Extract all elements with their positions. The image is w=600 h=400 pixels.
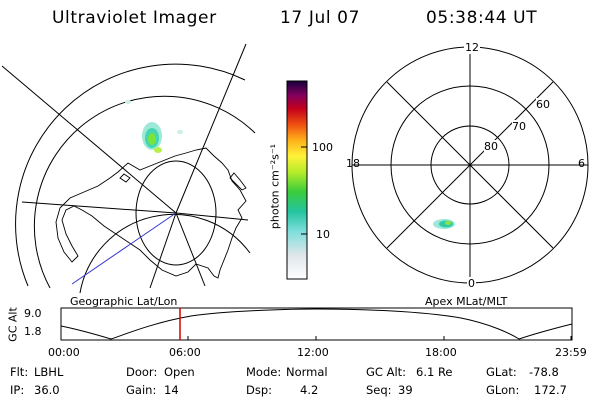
coastline-peninsula (229, 172, 247, 191)
meridian-6 (175, 212, 206, 287)
lat-circle-inner (79, 213, 251, 294)
aurora-patch-left (125, 100, 183, 153)
door-label: Door: (126, 365, 158, 379)
mlat-label-80: 80 (484, 140, 498, 153)
glon-value: 172.7 (534, 383, 567, 397)
dsp-value: 4.2 (300, 383, 319, 397)
dsp-label: Dsp: (246, 383, 273, 397)
altitude-tick-max: 9.0 (24, 307, 42, 320)
intensity-colorbar (286, 80, 308, 280)
right-map-caption: Apex MLat/MLT (425, 295, 508, 308)
door-value: Open (164, 365, 195, 379)
glat-label: GLat: (486, 365, 517, 379)
colorbar-unit-label: photon cm⁻²s⁻¹ (268, 143, 282, 230)
left-map-caption: Geographic Lat/Lon (70, 295, 178, 308)
flt-label: Flt: (10, 365, 29, 379)
mlat-label-60: 60 (536, 98, 550, 111)
geographic-map (1, 43, 256, 294)
observation-time: 05:38:44 UT (426, 8, 538, 28)
seq-value: 39 (398, 383, 413, 397)
seq-label: Seq: (366, 383, 392, 397)
meridian-1 (1, 65, 177, 214)
time-tick-1200: 12:00 (297, 346, 329, 359)
time-tick-0000: 00:00 (48, 346, 80, 359)
satellite-track (71, 212, 177, 285)
altitude-axis-label: GC Alt (6, 307, 20, 342)
aurora-patch-right (433, 219, 455, 229)
ip-label: IP: (10, 383, 25, 397)
lat-circle-outer (15, 63, 246, 287)
mlt-label-12: 12 (464, 41, 480, 54)
gain-value: 14 (164, 383, 179, 397)
colorbar-tick-100: 100 (312, 141, 333, 154)
gc-alt-label: GC Alt: (366, 365, 407, 379)
time-tick-2359: 23:59 (555, 346, 587, 359)
gc-alt-value: 6.1 Re (416, 365, 453, 379)
mode-label: Mode: (246, 365, 282, 379)
mlt-line-diag-2 (386, 81, 554, 249)
mlt-label-0: 0 (467, 277, 476, 290)
colorbar-tick-10: 10 (316, 228, 330, 241)
meridian-2 (175, 43, 247, 214)
magnetic-polar-map (351, 46, 589, 284)
coastline-island (119, 173, 131, 183)
meridian-3 (21, 201, 177, 214)
altitude-timeline-plot (60, 307, 573, 341)
meridian-4 (175, 212, 249, 221)
meridian-5 (149, 212, 177, 289)
mlat-label-70: 70 (512, 120, 526, 133)
altitude-curve (60, 308, 573, 340)
coastline-antarctica (55, 147, 247, 279)
glat-value: -78.8 (529, 365, 559, 379)
gain-label: Gain: (126, 383, 157, 397)
time-tick-0600: 06:00 (169, 346, 201, 359)
observation-date: 17 Jul 07 (280, 8, 360, 28)
instrument-title: Ultraviolet Imager (52, 8, 217, 28)
glon-label: GLon: (486, 383, 520, 397)
lat-circle-mid (33, 95, 256, 289)
flt-value: LBHL (34, 365, 64, 379)
time-tick-1800: 18:00 (425, 346, 457, 359)
mlt-label-18: 18 (346, 157, 360, 170)
mode-value: Normal (286, 365, 328, 379)
mlt-label-6: 6 (578, 157, 585, 170)
ip-value: 36.0 (34, 383, 60, 397)
altitude-tick-min: 1.8 (24, 325, 42, 338)
lat-circle-polar (135, 160, 217, 266)
